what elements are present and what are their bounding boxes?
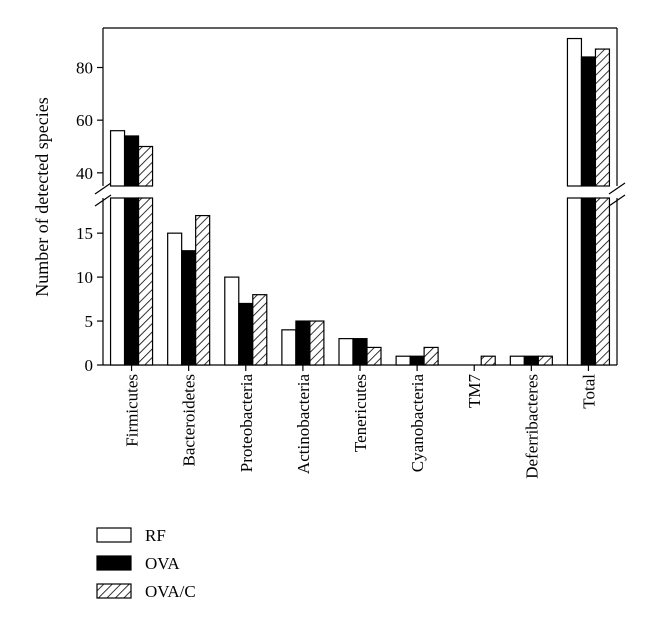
bar bbox=[338, 338, 354, 366]
bar bbox=[523, 355, 539, 366]
bar-group bbox=[566, 37, 611, 366]
x-tick-label: Total bbox=[579, 374, 598, 409]
bar-group bbox=[338, 338, 382, 366]
y-axis-title: Number of detected species bbox=[32, 97, 52, 296]
bar-group bbox=[224, 276, 268, 366]
bar bbox=[181, 250, 197, 366]
bar bbox=[281, 329, 297, 366]
y-tick-label: 15 bbox=[76, 224, 93, 243]
bar-upper bbox=[137, 145, 154, 187]
y-tick-label: 10 bbox=[76, 268, 93, 287]
bar-group bbox=[509, 355, 553, 366]
bar bbox=[509, 355, 525, 366]
axis-break-right bbox=[608, 182, 626, 207]
y-tick-label: 40 bbox=[76, 164, 93, 183]
bar-upper bbox=[580, 56, 597, 187]
category-labels: Firmicutes Bacteroidetes Proteobacteria Act… bbox=[123, 365, 598, 479]
bar-group bbox=[167, 214, 211, 366]
y-tick-label: 5 bbox=[85, 312, 94, 331]
bar bbox=[480, 355, 496, 366]
bar-group bbox=[109, 130, 154, 366]
bar bbox=[594, 197, 611, 366]
bar bbox=[109, 197, 126, 366]
bar bbox=[295, 320, 311, 366]
bar-upper bbox=[594, 48, 611, 187]
bar bbox=[580, 197, 597, 366]
bar bbox=[395, 355, 411, 366]
bar-upper bbox=[109, 130, 126, 187]
bar bbox=[366, 346, 382, 366]
bar bbox=[566, 197, 583, 366]
legend: RF OVA OVA/C bbox=[96, 526, 196, 601]
bar-group bbox=[480, 355, 496, 366]
legend-item: RF bbox=[96, 526, 166, 545]
bar-group bbox=[281, 320, 325, 366]
legend-label: OVA bbox=[145, 554, 180, 573]
bars bbox=[109, 37, 611, 366]
bar bbox=[167, 232, 183, 366]
legend-label: RF bbox=[145, 526, 166, 545]
bar bbox=[252, 294, 268, 366]
x-tick-label: Firmicutes bbox=[123, 374, 142, 447]
bar bbox=[137, 197, 154, 366]
bar bbox=[309, 320, 325, 366]
y-tick-label: 60 bbox=[76, 111, 93, 130]
x-tick-label: Actinobacteria bbox=[294, 374, 313, 475]
legend-item: OVA bbox=[96, 554, 180, 573]
bar bbox=[123, 197, 140, 366]
bar bbox=[224, 276, 240, 366]
y-ticks: 0 5 10 15 40 60 80 bbox=[76, 59, 103, 375]
legend-swatch bbox=[96, 555, 132, 571]
x-tick-label: Deferribacteres bbox=[522, 374, 541, 479]
bar-upper bbox=[123, 135, 140, 187]
bar bbox=[423, 346, 439, 366]
y-tick-label: 0 bbox=[85, 356, 94, 375]
y-tick-label: 80 bbox=[76, 59, 93, 78]
legend-swatch bbox=[96, 583, 132, 599]
bar bbox=[352, 338, 368, 366]
bar-group bbox=[395, 346, 439, 366]
x-tick-label: Bacteroidetes bbox=[180, 374, 199, 467]
bar bbox=[537, 355, 553, 366]
bar bbox=[238, 302, 254, 366]
axis-break-left bbox=[94, 182, 112, 207]
x-tick-label: Cyanobacteria bbox=[408, 374, 427, 473]
bar-upper bbox=[566, 37, 583, 187]
bar bbox=[409, 355, 425, 366]
x-tick-label: TM7 bbox=[465, 374, 484, 409]
bar bbox=[195, 214, 211, 366]
legend-swatch bbox=[96, 527, 132, 543]
x-tick-label: Proteobacteria bbox=[237, 374, 256, 473]
legend-label: OVA/C bbox=[145, 582, 196, 601]
legend-item: OVA/C bbox=[96, 582, 196, 601]
x-tick-label: Tenericutes bbox=[351, 374, 370, 452]
